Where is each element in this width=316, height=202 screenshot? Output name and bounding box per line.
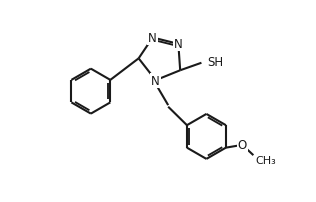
Text: CH₃: CH₃ (256, 155, 276, 165)
Text: N: N (148, 32, 157, 45)
Text: N: N (151, 74, 160, 87)
Text: N: N (174, 38, 183, 51)
Text: SH: SH (208, 55, 224, 68)
Text: O: O (238, 138, 247, 151)
